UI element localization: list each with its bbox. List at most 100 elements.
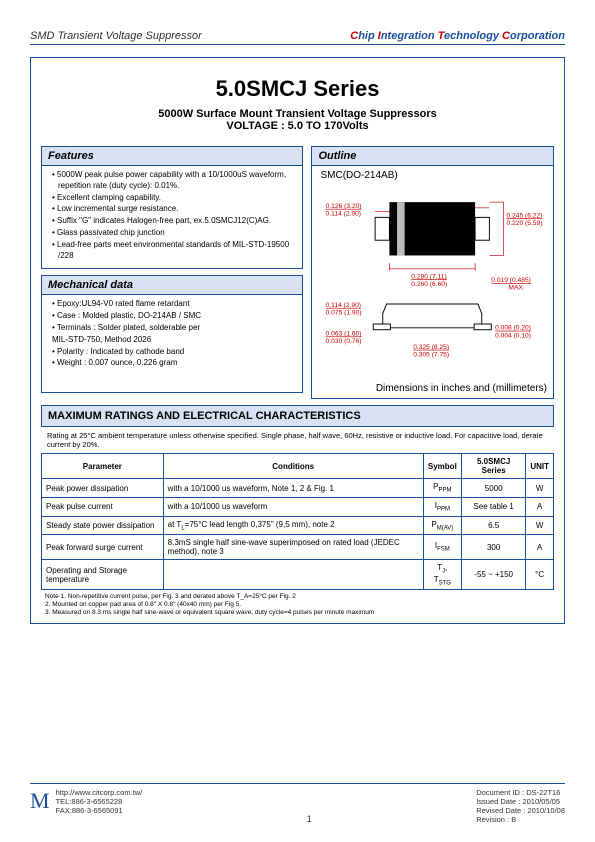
td: PPPM	[423, 479, 461, 498]
doc-id: Document ID : DS-22T16	[476, 788, 565, 797]
outline-box: Outline SMC(DO-214AB)	[311, 146, 554, 399]
outline-title: Outline	[312, 147, 553, 166]
subtitle-1: 5000W Surface Mount Transient Voltage Su…	[41, 108, 554, 120]
features-title: Features	[42, 147, 302, 166]
brand-text: echnology	[444, 30, 502, 42]
dim-text: 0.280 (7.11)	[412, 273, 447, 280]
td: A	[526, 535, 554, 560]
td: °C	[526, 560, 554, 590]
table-header-row: Parameter Conditions Symbol 5.0SMCJ Seri…	[42, 454, 554, 479]
dim-text: 0.245 (6.22)	[507, 212, 543, 219]
td: Peak pulse current	[42, 498, 164, 517]
td: 300	[462, 535, 526, 560]
td: with a 10/1000 us waveform, Note 1, 2 & …	[163, 479, 423, 498]
note-line: 3. Measured on 8.3 ms single half sine-w…	[45, 609, 554, 617]
td: IFSM	[423, 535, 461, 560]
dim-text: 0.063 (1.60)	[326, 330, 362, 337]
mech-item: • Case : Molded plastic, DO-214AB / SMC	[52, 311, 296, 322]
footer-tel: TEL:886-3-6565228	[56, 797, 143, 806]
mech-item: • Epoxy:UL94-V0 rated flame retardant	[52, 299, 296, 310]
feature-item: • Excellent clamping capability.	[52, 193, 296, 204]
table-row: Operating and Storage temperature TJ, TS…	[42, 560, 554, 590]
feature-item: • Glass passivated chip junction	[52, 228, 296, 239]
page-footer: M http://www.citcorp.com.tw/ TEL:886-3-6…	[30, 783, 565, 824]
brand-text: orporation	[510, 30, 565, 42]
header-brand: Chip Integration Technology Corporation	[350, 30, 565, 42]
dim-text: 0.114 (2.90)	[326, 302, 361, 309]
package-label: SMC(DO-214AB)	[320, 170, 547, 181]
dim-text: 0.004 (0.10)	[496, 332, 532, 339]
page-number: 1	[307, 814, 312, 824]
td: at TL=75°C lead length 0,375" (9,5 mm), …	[163, 516, 423, 535]
th-conditions: Conditions	[163, 454, 423, 479]
company-logo-icon: M	[30, 788, 50, 814]
td: 5000	[462, 479, 526, 498]
th-unit: UNIT	[526, 454, 554, 479]
td	[163, 560, 423, 590]
td: Steady state power dissipation	[42, 516, 164, 535]
revision: Revision : B	[476, 815, 565, 824]
td: A	[526, 498, 554, 517]
th-series: 5.0SMCJ Series	[462, 454, 526, 479]
dim-text: 0.114 (2.90)	[326, 210, 361, 217]
max-ratings-note: Rating at 25°C ambient temperature unles…	[41, 427, 554, 453]
main-frame: 5.0SMCJ Series 5000W Surface Mount Trans…	[30, 57, 565, 624]
title-block: 5.0SMCJ Series 5000W Surface Mount Trans…	[41, 76, 554, 132]
mechanical-box: Mechanical data • Epoxy:UL94-V0 rated fl…	[41, 275, 303, 393]
td: with a 10/1000 us waveform	[163, 498, 423, 517]
mechanical-body: • Epoxy:UL94-V0 rated flame retardant • …	[42, 295, 302, 376]
dim-text: 0.030 (0.76)	[326, 338, 362, 345]
feature-item: • 5000W peak pulse power capability with…	[52, 170, 296, 192]
mechanical-title: Mechanical data	[42, 276, 302, 295]
th-parameter: Parameter	[42, 454, 164, 479]
features-body: • 5000W peak pulse power capability with…	[42, 166, 302, 268]
feature-item: • Low incremental surge resistance.	[52, 204, 296, 215]
package-drawing: 0.126 (3.20) 0.114 (2.90) 0.245 (6.22) 0…	[318, 185, 547, 375]
table-row: Peak forward surge current 8.3mS single …	[42, 535, 554, 560]
revised-date: Revised Date : 2010/10/08	[476, 806, 565, 815]
mech-item: MIL-STD-750, Method 2026	[52, 335, 296, 346]
brand-letter: C	[502, 30, 510, 42]
features-box: Features • 5000W peak pulse power capabi…	[41, 146, 303, 269]
note-line: 2. Mounted on copper pad area of 0.8" X …	[45, 601, 554, 609]
dim-text: 0.008 (0.20)	[496, 325, 532, 332]
max-ratings-heading: MAXIMUM RATINGS AND ELECTRICAL CHARACTER…	[41, 405, 554, 427]
td: TJ, TSTG	[423, 560, 461, 590]
th-symbol: Symbol	[423, 454, 461, 479]
issued-date: Issued Date : 2010/05/05	[476, 797, 565, 806]
td: W	[526, 516, 554, 535]
subtitle-2: VOLTAGE : 5.0 TO 170Volts	[41, 120, 554, 132]
dim-text: 0.305 (7.75)	[414, 351, 450, 358]
dim-text: 0.075 (1.90)	[326, 309, 362, 316]
page-header: SMD Transient Voltage Suppressor Chip In…	[30, 30, 565, 45]
series-title: 5.0SMCJ Series	[41, 76, 554, 102]
feature-item: • Lead-free parts meet environmental sta…	[52, 240, 296, 262]
brand-letter: C	[350, 30, 358, 42]
td: 8.3mS single half sine-wave superimposed…	[163, 535, 423, 560]
td: Peak forward surge current	[42, 535, 164, 560]
footer-url: http://www.citcorp.com.tw/	[56, 788, 143, 797]
dim-text: MAX.	[509, 285, 525, 292]
ratings-table: Parameter Conditions Symbol 5.0SMCJ Seri…	[41, 453, 554, 590]
table-row: Peak pulse current with a 10/1000 us wav…	[42, 498, 554, 517]
dim-text: 0.325 (8.25)	[414, 344, 450, 351]
note-line: Note 1. Non-repetitive current pulse, pe…	[45, 593, 554, 601]
brand-text: ntegration	[381, 30, 438, 42]
td: -55 ~ +150	[462, 560, 526, 590]
footer-fax: FAX:886-3-6565091	[56, 806, 143, 815]
mech-item: • Terminals : Solder plated, solderable …	[52, 323, 296, 334]
td: PM(AV)	[423, 516, 461, 535]
mech-item: • Weight : 0.007 ounce, 0.226 gram	[52, 358, 296, 369]
brand-text: hip	[358, 30, 378, 42]
table-notes: Note 1. Non-repetitive current pulse, pe…	[45, 593, 554, 616]
dim-text: 0.260 (6.60)	[412, 281, 448, 288]
td: See table 1	[462, 498, 526, 517]
header-left: SMD Transient Voltage Suppressor	[30, 30, 202, 42]
dim-text: 0.019 (0.485)	[492, 277, 532, 284]
td: Peak power dissipation	[42, 479, 164, 498]
mech-item: • Polarity : Indicated by cathode band	[52, 347, 296, 358]
table-row: Peak power dissipation with a 10/1000 us…	[42, 479, 554, 498]
td: W	[526, 479, 554, 498]
td: Operating and Storage temperature	[42, 560, 164, 590]
td: IPPM	[423, 498, 461, 517]
